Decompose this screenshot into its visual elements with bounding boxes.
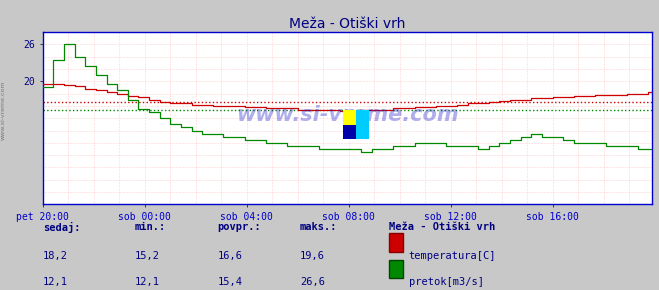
Text: maks.:: maks.: [300,222,337,232]
Text: sedaj:: sedaj: [43,222,80,233]
Text: 16,6: 16,6 [217,251,243,261]
Text: pretok[m3/s]: pretok[m3/s] [409,277,484,287]
Title: Meža - Otiški vrh: Meža - Otiški vrh [289,17,406,31]
Text: www.si-vreme.com: www.si-vreme.com [1,80,6,140]
Text: 26,6: 26,6 [300,277,325,287]
Text: Meža - Otiški vrh: Meža - Otiški vrh [389,222,495,232]
Bar [343,110,356,125]
Text: www.si-vreme.com: www.si-vreme.com [237,105,459,125]
Text: 18,2: 18,2 [43,251,68,261]
Text: 15,4: 15,4 [217,277,243,287]
Text: min.:: min.: [135,222,166,232]
Text: 12,1: 12,1 [43,277,68,287]
Bar [356,110,369,125]
Text: temperatura[C]: temperatura[C] [409,251,496,261]
Text: 12,1: 12,1 [135,277,160,287]
Bar [356,125,369,139]
Bar [343,125,356,139]
Text: 15,2: 15,2 [135,251,160,261]
Text: 19,6: 19,6 [300,251,325,261]
Text: povpr.:: povpr.: [217,222,261,232]
